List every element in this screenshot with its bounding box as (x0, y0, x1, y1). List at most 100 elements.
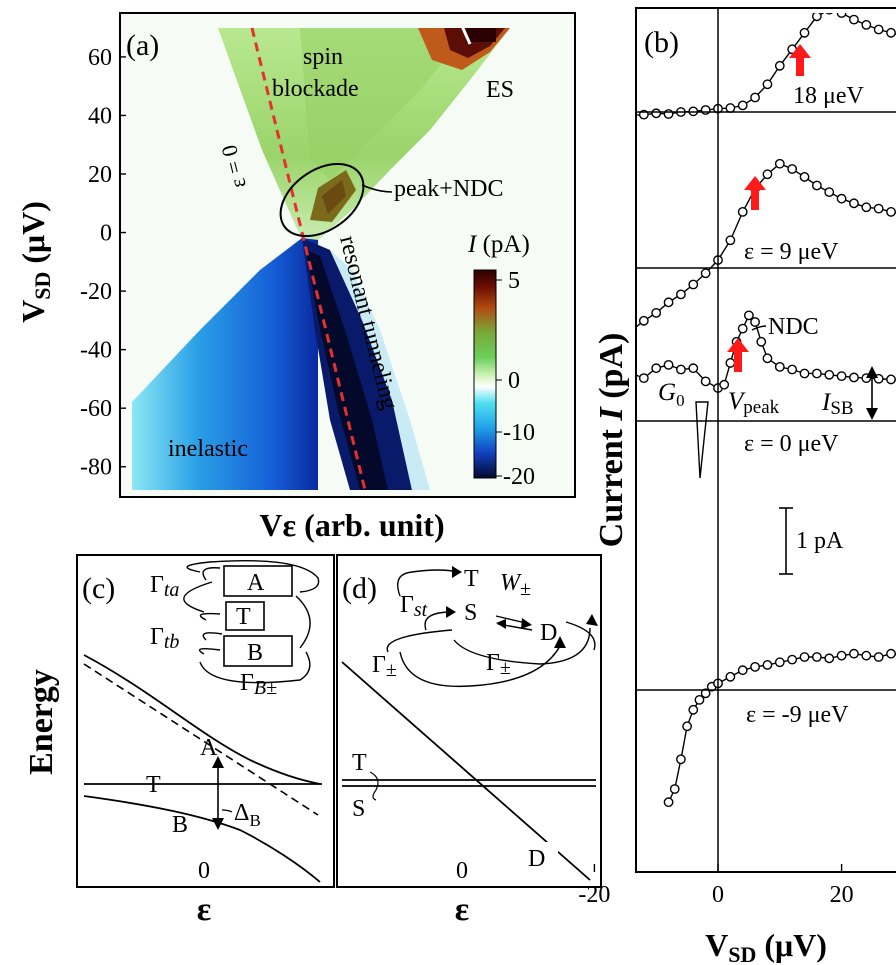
data-point (638, 373, 649, 383)
panel-b-frame (635, 7, 896, 873)
panel-d-label: (d) (342, 572, 377, 605)
data-point (787, 364, 798, 375)
data-point (750, 662, 760, 672)
data-point (737, 323, 748, 334)
panel-a-ytick-label: -40 (80, 338, 112, 364)
data-point (688, 363, 699, 374)
series-label-9: ε = 9 μeV (744, 239, 839, 265)
data-point (700, 688, 711, 699)
data-point (824, 653, 835, 664)
level-t-label-d: T (352, 750, 367, 776)
data-point (737, 665, 748, 676)
data-point (663, 109, 674, 119)
colorbar-ticks (496, 279, 502, 477)
rate-w-pm: W± (500, 570, 531, 600)
panel-b: (b) 18 μeV ε = 9 μeV ε = 0 μeV ε = -9 μe… (578, 7, 896, 965)
series-label-minus9: ε = -9 μeV (746, 702, 849, 728)
data-point (651, 108, 662, 119)
data-point (737, 206, 748, 217)
annotation-inelastic: inelastic (168, 436, 248, 462)
level-t-label: T (146, 772, 161, 798)
colorbar-tick-5: 5 (508, 268, 520, 294)
panel-b-xticks: -2002040 (578, 864, 854, 908)
panel-d: (d) D T S T S D W± Γst Γ± Γ± (336, 554, 602, 928)
data-point (886, 206, 896, 217)
data-point (811, 652, 822, 662)
data-point (799, 368, 810, 379)
diabatic-dashed (83, 663, 319, 816)
rate-diagram-c: A T B Γta Γtb ΓB± (150, 560, 320, 699)
panel-c-xlabel: ε (197, 891, 212, 928)
data-point (750, 92, 760, 103)
data-point (836, 13, 847, 18)
panel-a-yticks: 60 40 20 0 -20 -40 -60 -80 (80, 45, 126, 481)
colorbar-tick-minus10: -10 (503, 420, 535, 446)
panel-b-xtick-label: 0 (712, 882, 724, 908)
data-point (700, 268, 711, 279)
panel-a: 5 0 -10 -20 I (pA) (a) spin blockade ES … (15, 12, 576, 543)
rate-gamma-ta: Γta (150, 572, 179, 601)
annotation-peak-ndc: peak+NDC (394, 176, 504, 202)
data-point (676, 754, 686, 765)
data-point (700, 376, 711, 387)
colorbar-title: I (pA) (467, 231, 530, 258)
data-point (849, 648, 859, 659)
panel-d-frame (336, 554, 602, 888)
panel-c-label: (c) (82, 572, 115, 605)
data-point (825, 13, 833, 15)
panel-d-xtick-0: 0 (456, 858, 468, 884)
data-point (774, 657, 785, 668)
panel-c-ylabel: Energy (23, 669, 60, 775)
data-point (774, 361, 785, 372)
box-b-label: B (247, 640, 263, 666)
data-point (886, 374, 896, 385)
series-line (636, 162, 896, 328)
colorbar (473, 269, 497, 479)
data-point (719, 379, 730, 390)
colorbar-tick-minus20: -20 (503, 464, 535, 490)
rate-gamma-bpm: ΓB± (240, 670, 277, 699)
level-d-label: D (528, 846, 545, 872)
data-point (750, 317, 760, 327)
panel-b-xlabel: VSD (μV) (705, 927, 827, 965)
data-point (873, 203, 884, 214)
annotation-es: ES (486, 77, 514, 103)
panel-a-ytick-label: 60 (88, 45, 112, 71)
data-point (799, 27, 810, 38)
panel-a-ylabel: VSD (μV) (15, 201, 55, 323)
data-point (663, 297, 674, 308)
annotation-spin: spin (303, 44, 343, 70)
rate-gamma-pm-2: Γ± (486, 650, 511, 679)
panel-a-xlabel: Vε (arb. unit) (259, 507, 444, 543)
data-point (849, 198, 859, 209)
data-point (688, 279, 699, 290)
data-point (811, 368, 822, 379)
data-point (694, 695, 705, 705)
box-b (223, 635, 293, 667)
g0-label: G0 (658, 379, 685, 410)
rate-diagram-d: T S D W± Γst Γ± Γ± (372, 566, 598, 688)
data-point (824, 187, 835, 198)
panel-a-ytick-label: -80 (80, 455, 112, 481)
data-point (861, 650, 872, 661)
delta-b-label: ΔB (234, 800, 261, 830)
data-point (725, 103, 736, 113)
series-line (636, 13, 896, 116)
data-point (676, 364, 686, 375)
box-t (225, 601, 265, 631)
annotation-blockade: blockade (272, 76, 359, 102)
data-point (725, 235, 736, 246)
panel-a-ytick-label: -60 (80, 396, 112, 422)
data-point (799, 652, 810, 662)
data-point (774, 60, 785, 71)
box-t-label: T (236, 604, 251, 630)
level-b-curve (83, 795, 321, 883)
data-point (737, 100, 748, 111)
data-point (787, 654, 798, 665)
rate-gamma-st: Γst (400, 592, 428, 621)
data-point (861, 202, 872, 213)
data-point (636, 113, 637, 118)
data-point (725, 358, 736, 368)
data-point (849, 14, 859, 25)
data-point (663, 797, 674, 808)
